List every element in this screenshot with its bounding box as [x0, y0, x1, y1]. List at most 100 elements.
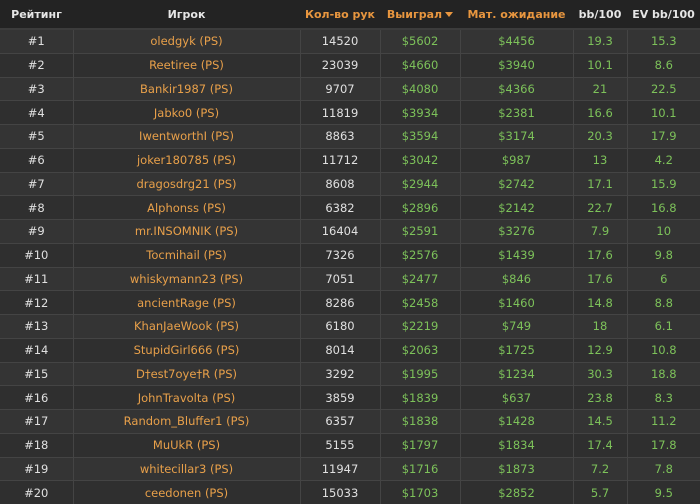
header-bb[interactable]: bb/100 — [573, 0, 627, 30]
player-link[interactable]: Bankir1987 (PS) — [72, 76, 300, 101]
header-ev[interactable]: Мат. ожидание — [460, 0, 573, 30]
header-won-label: Выиграл — [386, 7, 443, 21]
won-cell: $3042 — [379, 147, 460, 172]
won-cell: $1703 — [379, 480, 460, 504]
ev-cell: $987 — [459, 147, 573, 172]
player-link[interactable]: MuUkR (PS) — [72, 432, 300, 457]
ev-cell: $4366 — [459, 76, 573, 101]
player-link[interactable]: StupidGirl666 (PS) — [72, 337, 300, 362]
player-link[interactable]: ceedonen (PS) — [72, 480, 300, 504]
bb-cell: 17.6 — [572, 266, 627, 291]
table-row: #17 Random_Bluffer1 (PS) 6357 $1838 $1428 14.… — [0, 409, 700, 434]
table-row: #5 IwentworthI (PS) 8863 $3594 $3174 20.3 17.9 — [0, 124, 700, 149]
header-won[interactable]: Выиграл — [380, 0, 460, 30]
table-row: #1 oledgyk (PS) 14520 $5602 $4456 19.3 15.3 — [0, 28, 700, 54]
bb-cell: 19.3 — [572, 28, 627, 54]
player-link[interactable]: whitecillar3 (PS) — [72, 456, 300, 481]
evbb-cell: 15.3 — [626, 28, 700, 54]
ev-cell: $1834 — [459, 432, 573, 457]
evbb-cell: 8.3 — [626, 385, 700, 410]
table-row: #18 MuUkR (PS) 5155 $1797 $1834 17.4 17.8 — [0, 432, 700, 457]
bb-cell: 17.1 — [572, 171, 627, 196]
header-row: Рейтинг Игрок Кол-во рук Выиграл Мат. ож… — [0, 0, 700, 30]
hands-cell: 9707 — [299, 76, 380, 101]
hands-cell: 7326 — [299, 242, 380, 267]
player-link[interactable]: dragosdrg21 (PS) — [72, 171, 300, 196]
evbb-cell: 8.6 — [626, 52, 700, 77]
hands-cell: 3292 — [299, 361, 380, 386]
won-cell: $4660 — [379, 52, 460, 77]
player-link[interactable]: D†est7oye†R (PS) — [72, 361, 300, 386]
bb-cell: 21 — [572, 76, 627, 101]
rank-cell: #1 — [0, 28, 73, 54]
ev-cell: $1439 — [459, 242, 573, 267]
hands-cell: 14520 — [299, 28, 380, 54]
ev-cell: $1234 — [459, 361, 573, 386]
player-link[interactable]: Alphonss (PS) — [72, 195, 300, 220]
rank-cell: #6 — [0, 147, 73, 172]
player-link[interactable]: Tocmihail (PS) — [72, 242, 300, 267]
bb-cell: 22.7 — [572, 195, 627, 220]
player-link[interactable]: oledgyk (PS) — [72, 28, 300, 54]
table-row: #16 JohnTravolta (PS) 3859 $1839 $637 23.8 8.3 — [0, 385, 700, 410]
rank-cell: #11 — [0, 266, 73, 291]
ev-cell: $1428 — [459, 409, 573, 434]
won-cell: $1839 — [379, 385, 460, 410]
won-cell: $2591 — [379, 219, 460, 244]
bb-cell: 5.7 — [572, 480, 627, 504]
won-cell: $1838 — [379, 409, 460, 434]
header-evbb[interactable]: EV bb/100 — [627, 0, 700, 30]
bb-cell: 14.5 — [572, 409, 627, 434]
evbb-cell: 9.8 — [626, 242, 700, 267]
hands-cell: 5155 — [299, 432, 380, 457]
ev-cell: $1460 — [459, 290, 573, 315]
header-rank[interactable]: Рейтинг — [0, 0, 73, 30]
won-cell: $2219 — [379, 314, 460, 339]
player-link[interactable]: Jabko0 (PS) — [72, 100, 300, 125]
bb-cell: 14.8 — [572, 290, 627, 315]
evbb-cell: 9.5 — [626, 480, 700, 504]
table-row: #15 D†est7oye†R (PS) 3292 $1995 $1234 30.3 18.… — [0, 361, 700, 386]
evbb-cell: 8.8 — [626, 290, 700, 315]
rank-cell: #4 — [0, 100, 73, 125]
ev-cell: $1873 — [459, 456, 573, 481]
hands-cell: 6357 — [299, 409, 380, 434]
won-cell: $5602 — [379, 28, 460, 54]
player-link[interactable]: mr.INSOMNIK (PS) — [72, 219, 300, 244]
rank-cell: #14 — [0, 337, 73, 362]
header-hands[interactable]: Кол-во рук — [300, 0, 380, 30]
rank-cell: #12 — [0, 290, 73, 315]
evbb-cell: 6 — [626, 266, 700, 291]
player-link[interactable]: Reetiree (PS) — [72, 52, 300, 77]
player-link[interactable]: IwentworthI (PS) — [72, 124, 300, 149]
ev-cell: $3174 — [459, 124, 573, 149]
bb-cell: 23.8 — [572, 385, 627, 410]
rank-cell: #7 — [0, 171, 73, 196]
won-cell: $1716 — [379, 456, 460, 481]
hands-cell: 8286 — [299, 290, 380, 315]
hands-cell: 6382 — [299, 195, 380, 220]
player-link[interactable]: Random_Bluffer1 (PS) — [72, 409, 300, 434]
table-row: #9 mr.INSOMNIK (PS) 16404 $2591 $3276 7.9 10 — [0, 219, 700, 244]
evbb-cell: 16.8 — [626, 195, 700, 220]
header-player[interactable]: Игрок — [73, 0, 300, 30]
evbb-cell: 4.2 — [626, 147, 700, 172]
player-link[interactable]: KhanJaeWook (PS) — [72, 314, 300, 339]
evbb-cell: 7.8 — [626, 456, 700, 481]
bb-cell: 7.9 — [572, 219, 627, 244]
bb-cell: 17.4 — [572, 432, 627, 457]
bb-cell: 30.3 — [572, 361, 627, 386]
table-row: #11 whiskymann23 (PS) 7051 $2477 $846 17.6 6 — [0, 266, 700, 291]
rank-cell: #13 — [0, 314, 73, 339]
player-link[interactable]: ancientRage (PS) — [72, 290, 300, 315]
won-cell: $2063 — [379, 337, 460, 362]
bb-cell: 7.2 — [572, 456, 627, 481]
player-link[interactable]: joker180785 (PS) — [72, 147, 300, 172]
table-row: #12 ancientRage (PS) 8286 $2458 $1460 14.8 8.8 — [0, 290, 700, 315]
table-row: #19 whitecillar3 (PS) 11947 $1716 $1873 7.2 7.… — [0, 456, 700, 481]
hands-cell: 11947 — [299, 456, 380, 481]
table-row: #10 Tocmihail (PS) 7326 $2576 $1439 17.6 9.8 — [0, 242, 700, 267]
player-link[interactable]: JohnTravolta (PS) — [72, 385, 300, 410]
bb-cell: 18 — [572, 314, 627, 339]
player-link[interactable]: whiskymann23 (PS) — [72, 266, 300, 291]
